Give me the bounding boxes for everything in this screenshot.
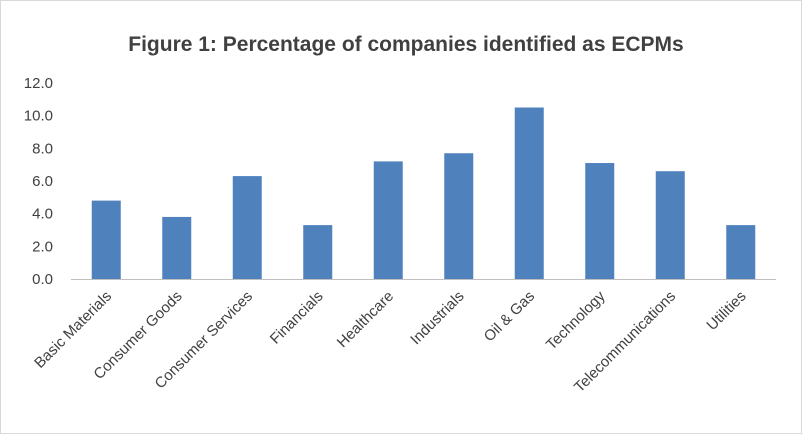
y-tick-label: 0.0 xyxy=(32,271,53,288)
x-tick-label: Utilities xyxy=(703,288,749,334)
bar xyxy=(585,163,615,279)
y-axis-ticks: 0.0 2.0 4.0 6.0 8.0 10.0 12.0 xyxy=(24,75,53,288)
x-tick-label: Technology xyxy=(543,287,609,353)
bar xyxy=(91,200,121,279)
bar xyxy=(303,225,333,279)
chart-title: Figure 1: Percentage of companies identi… xyxy=(128,33,683,56)
x-tick-label: Healthcare xyxy=(334,288,397,351)
y-tick-label: 2.0 xyxy=(32,238,53,255)
bar xyxy=(514,107,544,279)
x-tick-label: Oil & Gas xyxy=(481,288,538,345)
bar xyxy=(655,171,685,279)
y-tick-label: 10.0 xyxy=(24,108,53,125)
bar xyxy=(726,225,756,279)
bar xyxy=(162,216,192,279)
x-tick-label: Financials xyxy=(267,288,327,348)
bars xyxy=(91,107,756,279)
bar xyxy=(444,153,474,279)
y-tick-label: 12.0 xyxy=(24,75,53,92)
bar xyxy=(373,161,403,279)
y-tick-label: 6.0 xyxy=(32,173,53,190)
x-tick-label: Industrials xyxy=(407,288,467,348)
y-tick-label: 4.0 xyxy=(32,206,53,223)
bar xyxy=(232,176,262,279)
y-tick-label: 8.0 xyxy=(32,140,53,157)
